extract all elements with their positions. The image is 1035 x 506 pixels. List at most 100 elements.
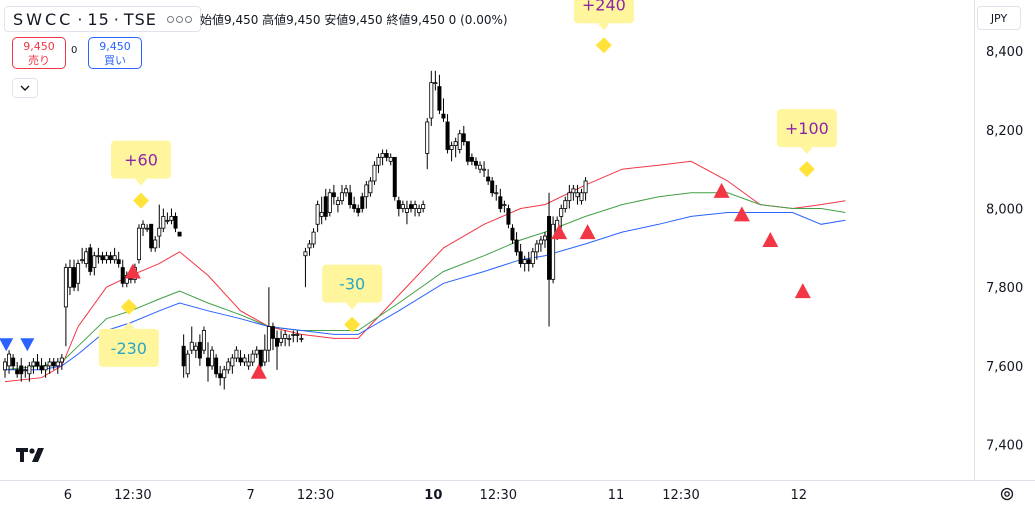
candle	[538, 236, 543, 252]
candle	[55, 358, 60, 374]
candle-body	[254, 349, 259, 355]
candle	[579, 188, 584, 205]
price-tick-label: 8,400	[986, 45, 1023, 60]
trade-label: -30	[339, 275, 365, 294]
candle	[116, 251, 121, 268]
candle	[23, 365, 28, 378]
candle	[323, 188, 328, 221]
candle	[291, 330, 296, 343]
candle-body	[388, 156, 393, 162]
candle-body	[421, 204, 426, 209]
candle-body	[360, 196, 365, 209]
sell-button[interactable]: 9,450 売り	[12, 37, 66, 69]
candle-body	[449, 145, 454, 150]
up-triangle-marker	[762, 232, 779, 247]
candle-body	[258, 349, 263, 367]
candle	[80, 247, 85, 264]
candle	[201, 326, 206, 355]
trade-annotation: -230	[98, 298, 159, 367]
candle	[250, 350, 255, 366]
candle	[465, 141, 470, 166]
tradingview-logo[interactable]	[16, 446, 48, 464]
time-tick-label: 10	[424, 488, 442, 503]
candle	[238, 350, 243, 366]
candle	[307, 240, 312, 256]
candlesticks	[3, 70, 588, 390]
sell-label: 売り	[28, 54, 50, 67]
candle-body	[396, 200, 401, 209]
symbol-title[interactable]: SWCC · 15 · TSE	[4, 6, 201, 32]
candle-body	[465, 141, 470, 162]
candle-body	[116, 259, 121, 265]
candle	[63, 263, 68, 347]
candle	[303, 247, 308, 288]
time-tick-label: 12:30	[114, 488, 151, 503]
price-tick-label: 7,600	[986, 360, 1023, 375]
candle-body	[270, 326, 275, 339]
trade-label-box	[98, 328, 159, 367]
candle-body	[344, 188, 349, 194]
candle-body	[303, 251, 308, 257]
candle	[404, 200, 409, 225]
candle	[571, 184, 576, 201]
candle	[380, 149, 385, 166]
trade-label: +100	[785, 119, 829, 138]
candle	[205, 342, 210, 382]
candle	[469, 153, 474, 166]
candle-body	[205, 357, 210, 367]
candle	[514, 232, 519, 256]
time-tick-label: 11	[608, 488, 625, 503]
candle-body	[59, 357, 64, 363]
gear-icon[interactable]	[997, 484, 1017, 504]
down-triangle-marker	[0, 338, 14, 352]
collapse-button[interactable]	[12, 78, 38, 98]
candle	[104, 251, 109, 264]
candle	[112, 247, 117, 264]
status-dots-icon[interactable]	[166, 15, 192, 23]
candle-body	[429, 82, 434, 119]
candle-body	[226, 361, 231, 371]
candle	[287, 334, 292, 347]
trade-annotation: -30	[322, 264, 383, 333]
candle	[315, 200, 320, 233]
candle-body	[51, 361, 56, 367]
candle	[339, 184, 344, 205]
buy-button[interactable]: 9,450 買い	[88, 37, 142, 69]
candle	[478, 161, 483, 174]
candle	[283, 330, 288, 347]
candle	[413, 200, 418, 217]
candle-body	[502, 204, 507, 206]
candle-body	[193, 345, 198, 351]
candle-body	[372, 164, 377, 182]
candle-body	[185, 353, 190, 375]
candle	[331, 184, 336, 205]
exchange-label: TSE	[123, 9, 157, 29]
candle	[189, 326, 194, 355]
up-triangle-marker	[733, 206, 750, 222]
candle-body	[311, 231, 316, 245]
candle-body	[238, 357, 243, 363]
candle	[522, 255, 527, 272]
candle-body	[323, 196, 328, 217]
candle	[181, 334, 186, 378]
candle	[335, 196, 340, 213]
candle	[400, 200, 405, 213]
candle-body	[100, 255, 105, 261]
candle-body	[210, 349, 215, 367]
candle-body	[547, 215, 552, 280]
candle	[453, 137, 458, 158]
candle-body	[384, 153, 389, 158]
candle-body	[55, 361, 60, 367]
price-axis[interactable]: 7,400 7,600 7,800 8,000 8,200 8,400	[986, 45, 1023, 453]
candle	[246, 354, 251, 370]
time-axis[interactable]: 6 12:30 7 12:30 10 12:30 11 12:30 12	[64, 488, 807, 503]
trade-diamond	[595, 37, 612, 54]
candle	[258, 349, 263, 370]
chevron-down-icon	[20, 85, 30, 91]
candle-body	[153, 239, 158, 249]
trade-label-box	[322, 264, 383, 303]
currency-selector[interactable]: JPY	[977, 6, 1021, 30]
candle-body	[299, 337, 304, 340]
time-tick-label: 12:30	[297, 488, 334, 503]
